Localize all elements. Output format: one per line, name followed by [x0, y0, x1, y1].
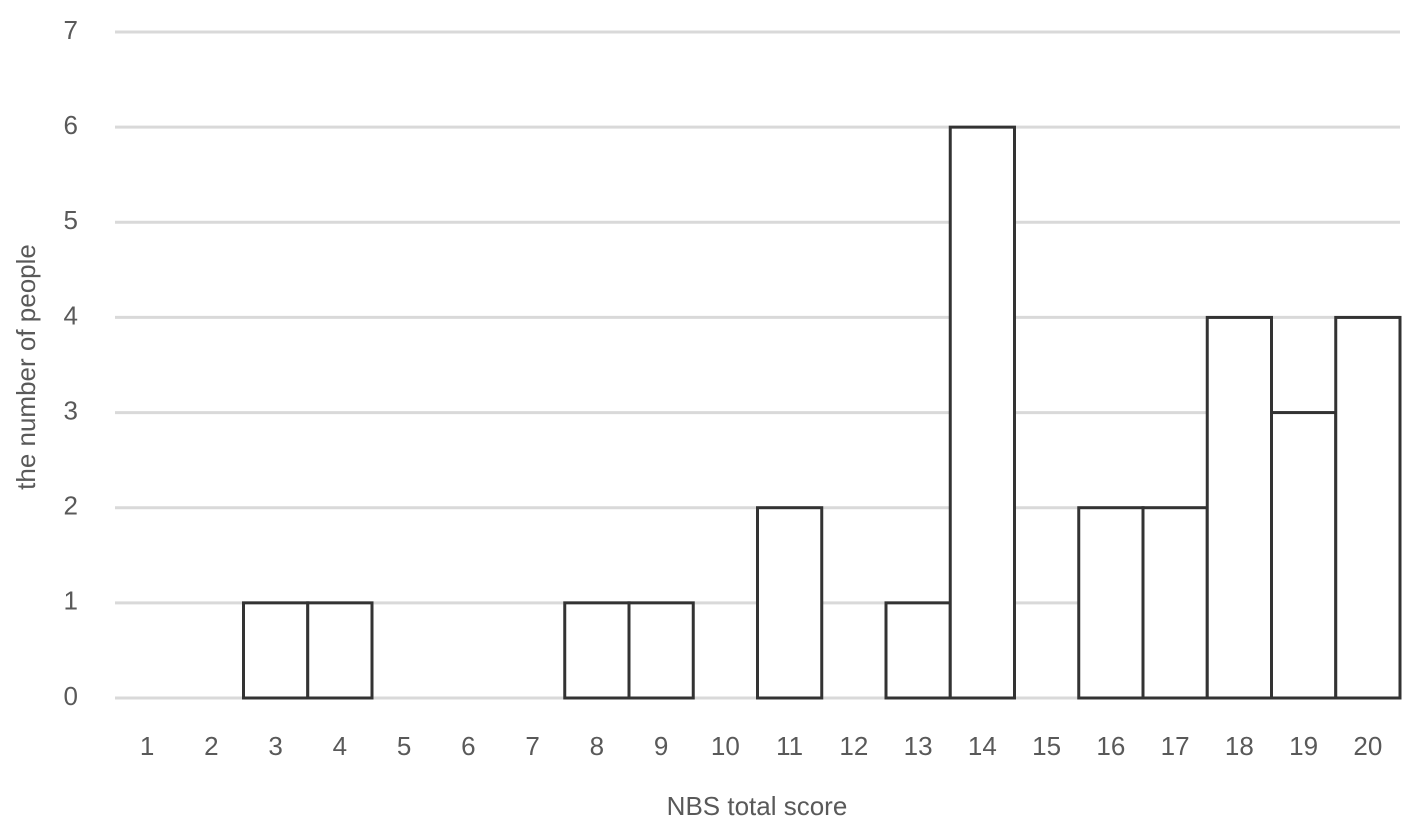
x-tick-label: 13	[904, 731, 933, 761]
x-tick-label: 1	[140, 731, 154, 761]
x-tick-label: 19	[1289, 731, 1318, 761]
x-tick-label: 14	[968, 731, 997, 761]
bar	[1077, 506, 1145, 700]
x-tick-label: 15	[1032, 731, 1061, 761]
x-tick-label: 5	[397, 731, 411, 761]
bar	[1141, 506, 1209, 700]
y-tick-label: 3	[64, 395, 78, 425]
x-tick-label: 12	[839, 731, 868, 761]
bar	[1334, 315, 1402, 700]
y-tick-label: 0	[64, 681, 78, 711]
bar	[948, 125, 1016, 700]
x-tick-label: 20	[1353, 731, 1382, 761]
x-tick-label: 8	[590, 731, 604, 761]
y-tick-label: 6	[64, 110, 78, 140]
bar	[1270, 411, 1338, 700]
x-tick-label: 3	[268, 731, 282, 761]
y-tick-label: 7	[64, 15, 78, 45]
bar	[756, 506, 824, 700]
bar	[1205, 315, 1273, 700]
x-axis-title: NBS total score	[667, 791, 848, 821]
x-tick-label: 4	[333, 731, 347, 761]
x-tick-label: 2	[204, 731, 218, 761]
bar	[563, 601, 631, 700]
x-tick-label: 16	[1096, 731, 1125, 761]
y-tick-label: 5	[64, 205, 78, 235]
x-tick-label: 6	[461, 731, 475, 761]
bar	[242, 601, 310, 700]
bar	[627, 601, 695, 700]
y-axis-title: the number of people	[11, 244, 41, 490]
x-tick-label: 7	[525, 731, 539, 761]
x-tick-label: 18	[1225, 731, 1254, 761]
x-tick-label: 17	[1161, 731, 1190, 761]
x-tick-label: 10	[711, 731, 740, 761]
bar	[884, 601, 952, 700]
x-tick-label: 9	[654, 731, 668, 761]
y-tick-label: 4	[64, 300, 78, 330]
bar	[306, 601, 374, 700]
y-tick-label: 2	[64, 491, 78, 521]
x-tick-label: 11	[776, 731, 803, 761]
y-tick-label: 1	[64, 586, 78, 616]
